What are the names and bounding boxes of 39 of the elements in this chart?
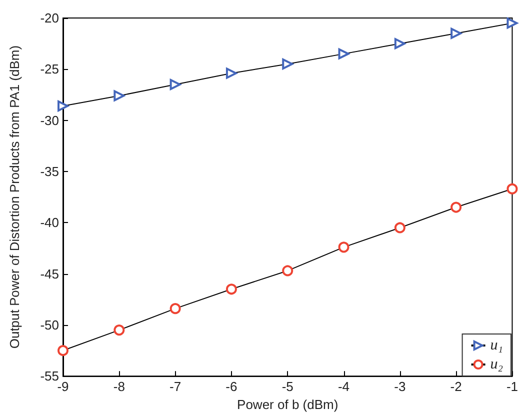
point: [114, 90, 125, 102]
y-tick-label: -40: [40, 215, 59, 230]
point: [58, 345, 68, 356]
x-tick-label: -1: [506, 379, 518, 394]
y-tick-label: -30: [40, 112, 59, 128]
legend-label: u₁: [490, 338, 504, 354]
point: [58, 100, 68, 112]
point: [282, 265, 294, 276]
x-axis-title: Power of b (dBm): [237, 397, 338, 412]
x-tick-label: -9: [57, 379, 69, 394]
y-tick-label: -20: [40, 10, 59, 26]
y-tick-label: -25: [40, 62, 59, 77]
y-tick-label: -45: [40, 266, 59, 282]
y-axis-title: Output Power of Distortion Products from PA1 (dBm): [7, 45, 22, 349]
x-tick-label: -8: [113, 379, 125, 394]
point: [506, 18, 518, 29]
point: [506, 183, 518, 194]
y-tick-label: -35: [40, 164, 59, 179]
point: [394, 38, 406, 50]
x-tick-label: -3: [394, 379, 406, 394]
point: [114, 324, 125, 336]
point: [394, 222, 406, 234]
point: [450, 28, 462, 39]
x-tick-label: -6: [226, 379, 238, 394]
x-tick-label: -7: [170, 379, 182, 394]
x-tick-label: -4: [338, 379, 350, 394]
point: [170, 79, 181, 90]
x-tick-label: -5: [282, 379, 294, 394]
point: [338, 242, 350, 253]
point: [338, 48, 350, 60]
x-tick-label: -2: [450, 379, 462, 394]
y-tick-label: -50: [40, 317, 59, 332]
point: [450, 202, 462, 213]
point: [282, 58, 294, 70]
legend-label: u₂: [490, 356, 504, 372]
y-tick-label: -55: [40, 368, 59, 384]
point: [226, 284, 237, 295]
point: [170, 303, 181, 314]
point: [226, 68, 237, 79]
